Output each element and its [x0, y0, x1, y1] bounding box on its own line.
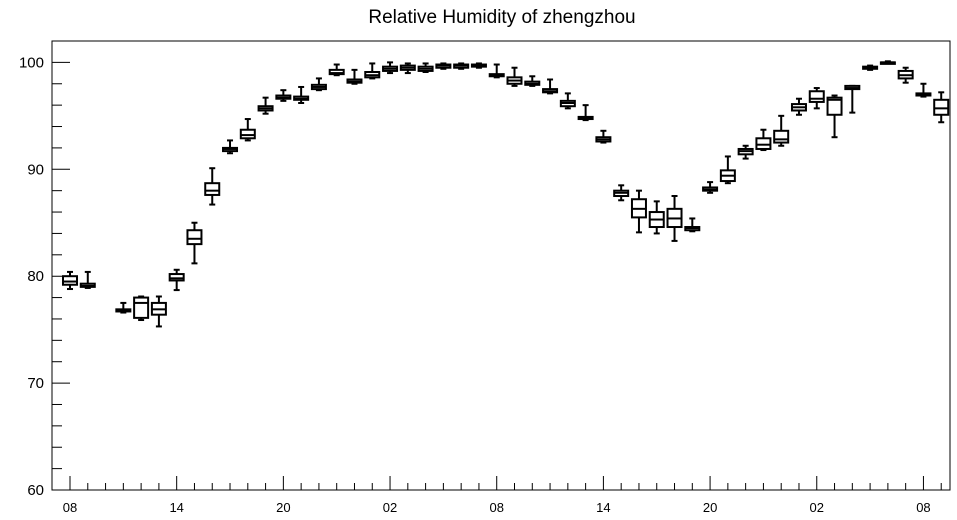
- x-tick-label: 14: [596, 500, 610, 515]
- iqr-box: [133, 296, 150, 319]
- box-plot-group: [506, 66, 523, 87]
- box-plot-group: [559, 92, 576, 110]
- box-plot-group: [239, 118, 256, 142]
- plot-frame: [51, 40, 951, 491]
- box-plot-group: [595, 129, 612, 144]
- y-tick-label: 60: [27, 482, 44, 499]
- box-plot-group: [293, 85, 310, 105]
- box-plot-group: [62, 270, 78, 291]
- box-plot-group: [204, 167, 221, 206]
- box-plot-group: [897, 66, 914, 84]
- box-plot-group: [648, 200, 665, 235]
- x-tick-label: 14: [169, 500, 183, 515]
- box-plot-group: [435, 62, 452, 70]
- box-plot-group: [613, 184, 630, 202]
- box-plot-group: [737, 144, 754, 160]
- y-tick-label: 90: [27, 161, 44, 178]
- x-tick-label: 20: [703, 500, 717, 515]
- box-plot-group: [826, 94, 843, 139]
- box-plot-group: [844, 84, 861, 114]
- box-plot-group: [310, 77, 327, 92]
- box-plot-group: [630, 189, 647, 234]
- iqr-box: [826, 96, 843, 116]
- chart-title: Relative Humidity of zhengzhou: [368, 7, 635, 28]
- y-tick-label: 80: [27, 268, 44, 285]
- box-plot-group: [133, 295, 150, 322]
- box-plot-group: [275, 89, 292, 102]
- box-plot-group: [186, 221, 203, 265]
- box-plot-group: [222, 139, 239, 155]
- box-plot-group: [488, 63, 505, 79]
- y-tick-label: 70: [27, 375, 44, 392]
- iqr-box: [186, 229, 203, 246]
- box-plot-group: [470, 62, 487, 69]
- x-tick-label: 08: [916, 500, 930, 515]
- box-plot-group: [150, 295, 167, 328]
- box-plot-group: [79, 270, 96, 289]
- box-series: [62, 60, 950, 328]
- iqr-box: [62, 275, 78, 286]
- box-plot-group: [399, 62, 416, 75]
- box-plot-group: [915, 82, 932, 98]
- box-plot-group: [328, 63, 345, 77]
- box-plot-group: [933, 91, 950, 124]
- iqr-box: [773, 129, 790, 144]
- box-plot-group: [524, 75, 541, 87]
- box-plot-group: [115, 301, 132, 314]
- box-plot-group: [684, 217, 701, 233]
- box-plot-group: [364, 62, 381, 80]
- box-plot-group: [702, 181, 719, 194]
- iqr-box: [204, 182, 221, 196]
- box-plot-group: [346, 68, 363, 85]
- y-tick-label: 100: [19, 54, 44, 71]
- box-plot-group: [773, 114, 790, 147]
- box-plot-group: [755, 128, 772, 152]
- iqr-box: [328, 68, 345, 76]
- box-plot-group: [168, 268, 185, 292]
- x-tick-label: 20: [276, 500, 290, 515]
- box-plot-group: [862, 64, 879, 71]
- y-axis: 60 70 80 90 100: [19, 40, 70, 499]
- x-axis: 08 14 20 02 08 14 20 02 08: [63, 476, 942, 515]
- box-plot-group: [666, 195, 683, 242]
- x-tick-label: 02: [810, 500, 824, 515]
- box-plot-group: [417, 62, 434, 74]
- iqr-box: [239, 128, 256, 140]
- box-plot-group: [542, 78, 559, 95]
- box-plot-group: [879, 60, 896, 65]
- box-plot-group: [382, 61, 399, 75]
- box-plot-group: [577, 104, 594, 122]
- box-plot-group: [453, 62, 470, 70]
- box-plot-group: [790, 97, 807, 116]
- box-plot-group: [257, 96, 274, 115]
- box-plot-group: [808, 87, 825, 110]
- x-tick-label: 02: [383, 500, 397, 515]
- x-tick-label: 08: [489, 500, 503, 515]
- iqr-box: [168, 273, 185, 282]
- iqr-box: [808, 90, 825, 103]
- iqr-box: [933, 98, 950, 116]
- box-plot-group: [719, 155, 736, 185]
- x-tick-label: 08: [63, 500, 77, 515]
- iqr-box: [755, 137, 772, 150]
